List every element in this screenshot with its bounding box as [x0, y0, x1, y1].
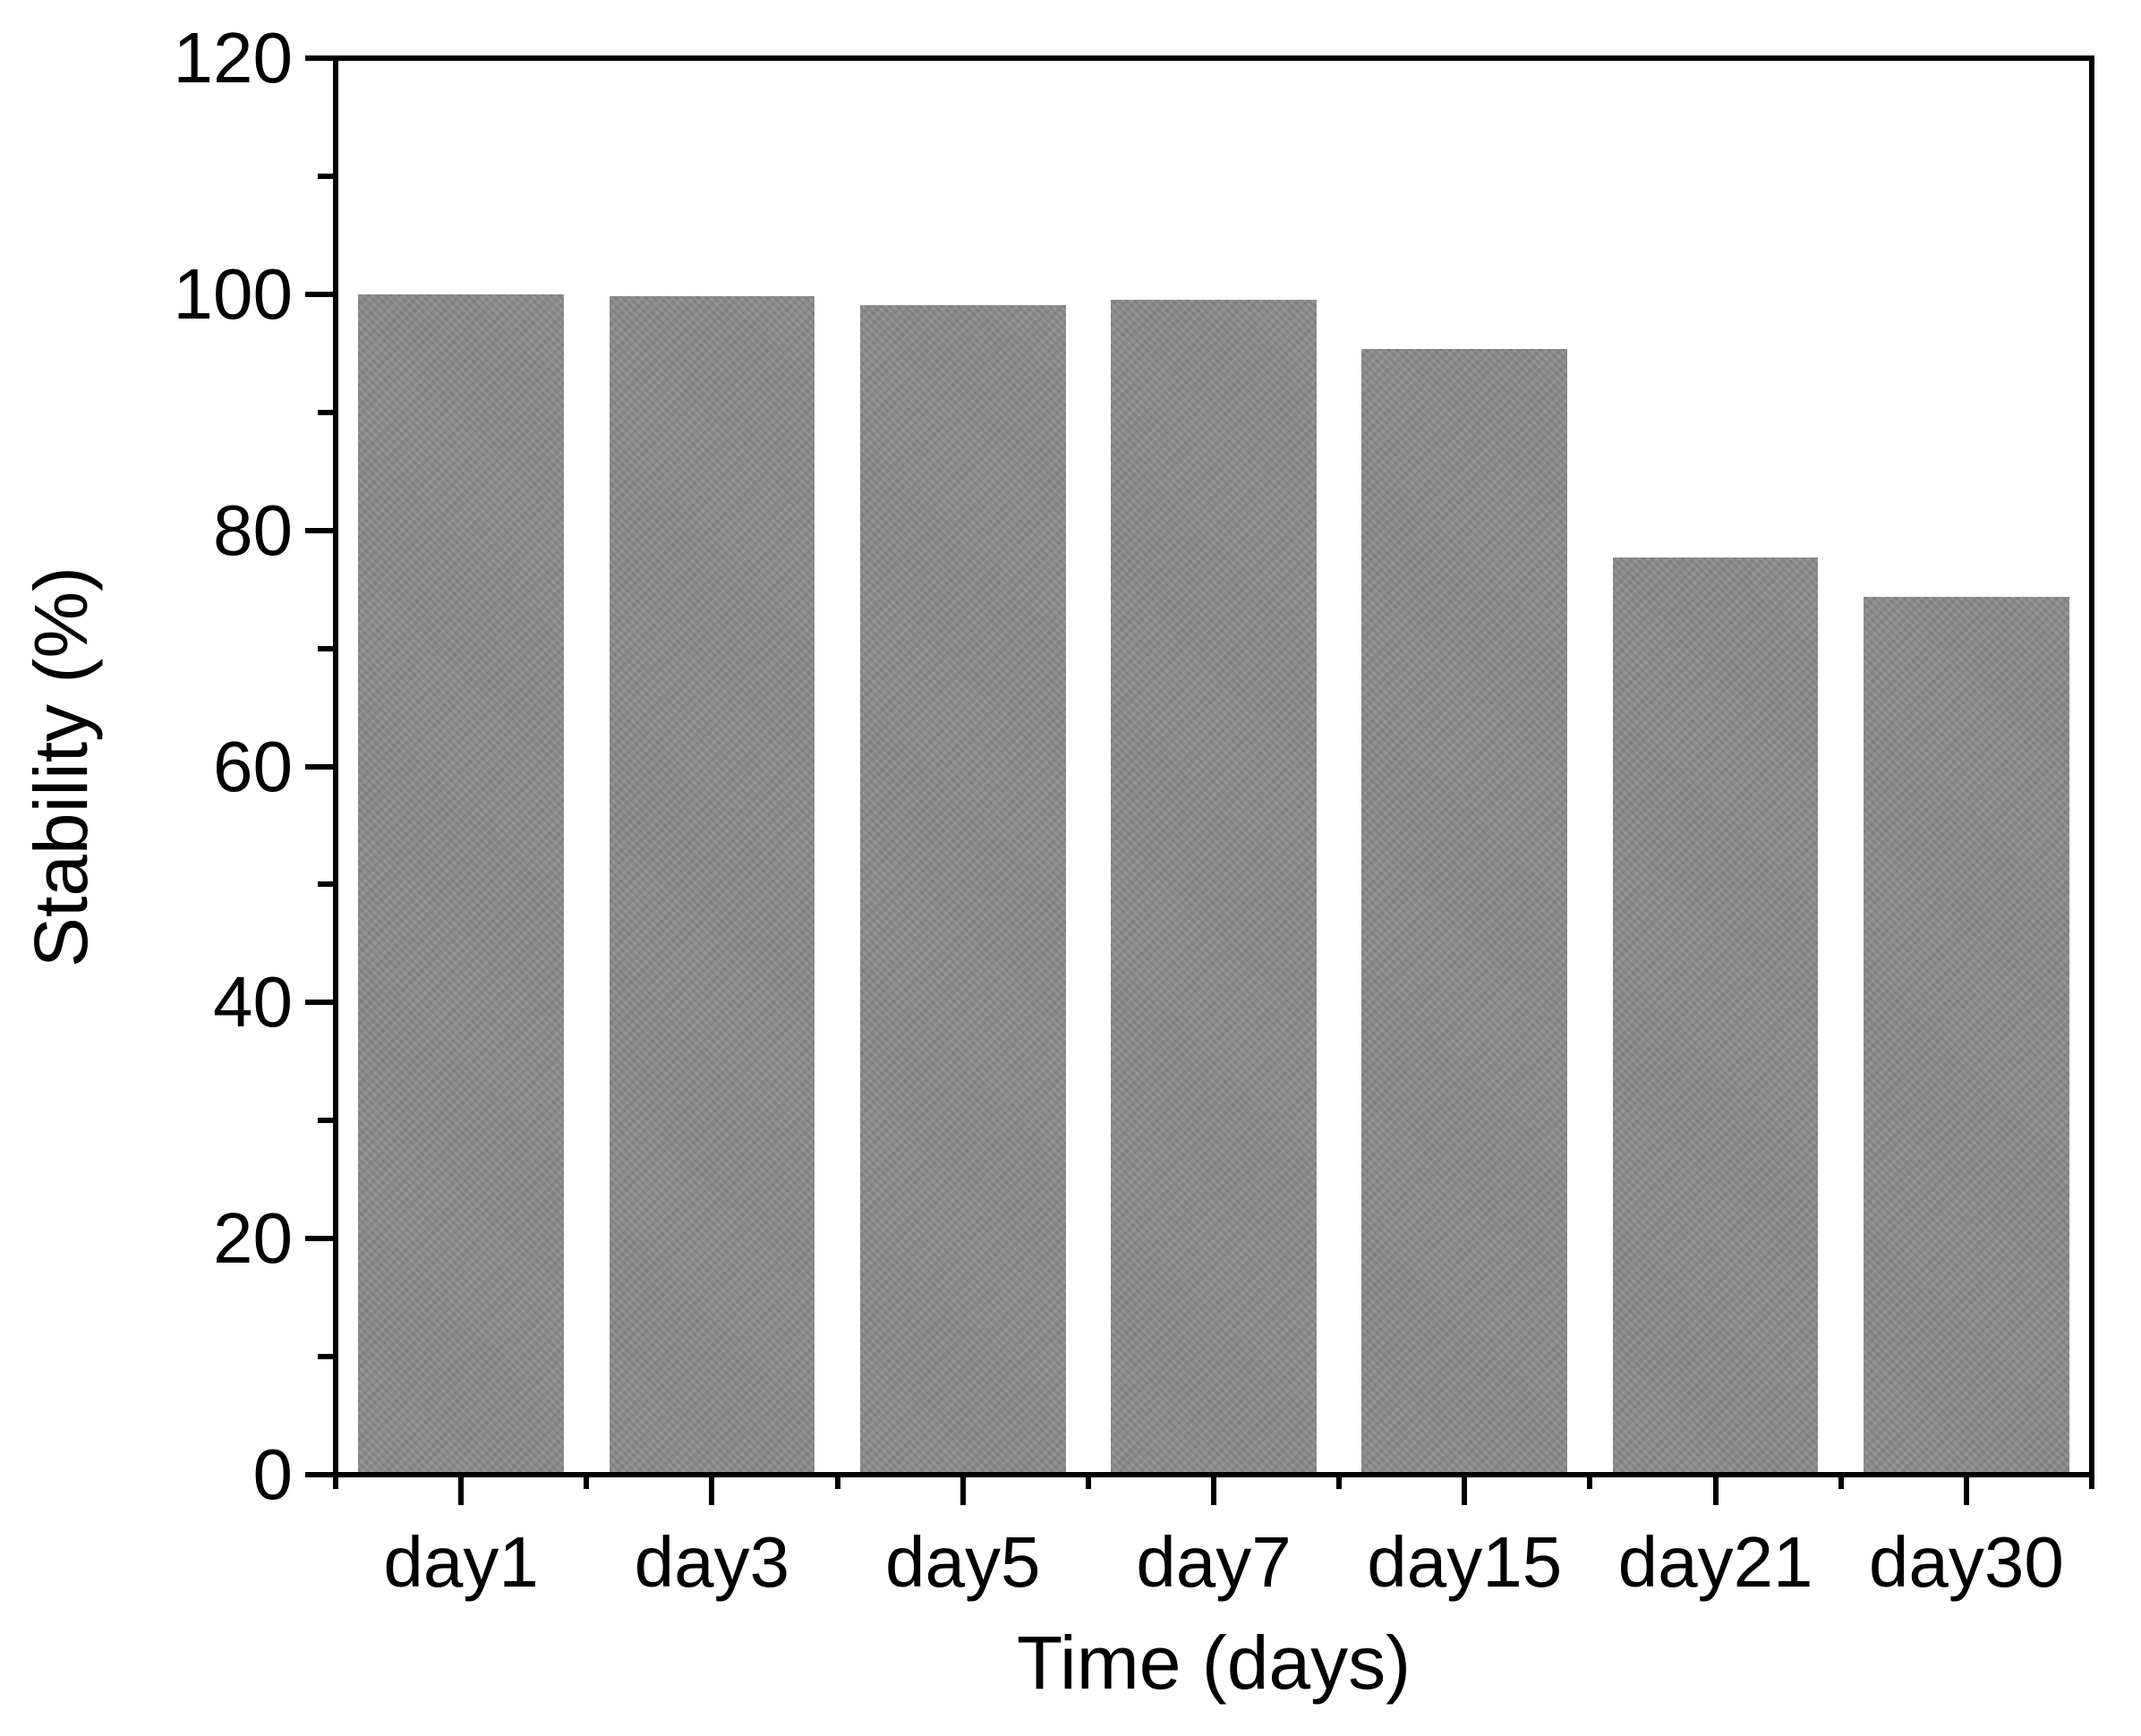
- y-major-tick-40: [305, 1000, 336, 1006]
- y-minor-tick-50: [318, 881, 336, 888]
- bar-day5: [859, 304, 1066, 1475]
- x-tick-label-day7: day7: [1136, 1522, 1292, 1602]
- y-minor-tick-110: [318, 173, 336, 179]
- bar-day21: [1612, 557, 1819, 1475]
- y-minor-tick-90: [318, 409, 336, 415]
- x-minor-tick-3: [1085, 1475, 1091, 1489]
- x-minor-tick-2: [834, 1475, 840, 1489]
- bar-day7: [1111, 300, 1317, 1475]
- bar-day1: [358, 294, 565, 1475]
- y-tick-label-120: 120: [173, 18, 293, 98]
- x-tick-label-day30: day30: [1868, 1522, 2064, 1602]
- bar-day3: [609, 296, 815, 1475]
- y-axis-title: Stability (%): [19, 566, 103, 967]
- y-major-tick-20: [305, 1236, 336, 1242]
- x-minor-tick-7: [2089, 1475, 2094, 1489]
- x-tick-label-day5: day5: [884, 1522, 1041, 1602]
- y-tick-label-60: 60: [213, 726, 293, 806]
- x-minor-tick-5: [1587, 1475, 1593, 1489]
- x-major-tick-day15: [1462, 1475, 1468, 1505]
- x-major-tick-day30: [1963, 1475, 1969, 1505]
- y-tick-label-0: 0: [252, 1434, 294, 1514]
- bar-day30: [1863, 596, 2069, 1475]
- y-minor-tick-70: [318, 645, 336, 651]
- x-tick-label-day21: day21: [1617, 1522, 1813, 1602]
- x-minor-tick-0: [333, 1475, 338, 1489]
- x-minor-tick-6: [1838, 1475, 1844, 1489]
- y-minor-tick-10: [318, 1354, 336, 1360]
- x-major-tick-day1: [458, 1475, 465, 1505]
- x-tick-label-day3: day3: [634, 1522, 790, 1602]
- y-major-tick-80: [305, 527, 336, 533]
- y-tick-label-40: 40: [213, 962, 293, 1042]
- x-major-tick-day7: [1211, 1475, 1216, 1505]
- bar-day15: [1361, 348, 1568, 1475]
- y-minor-tick-30: [318, 1118, 336, 1124]
- x-tick-label-day1: day1: [383, 1522, 539, 1602]
- y-tick-label-100: 100: [173, 253, 293, 334]
- y-major-tick-100: [305, 291, 336, 297]
- y-major-tick-120: [305, 55, 336, 61]
- x-minor-tick-1: [584, 1475, 590, 1489]
- y-tick-label-20: 20: [213, 1198, 293, 1279]
- y-tick-label-80: 80: [213, 489, 293, 570]
- x-axis-title: Time (days): [1016, 1621, 1412, 1705]
- x-major-tick-day3: [709, 1475, 715, 1505]
- x-minor-tick-4: [1336, 1475, 1343, 1489]
- x-major-tick-day5: [960, 1475, 966, 1505]
- y-major-tick-60: [305, 763, 336, 770]
- x-tick-label-day15: day15: [1367, 1522, 1563, 1602]
- y-major-tick-0: [305, 1472, 336, 1477]
- x-major-tick-day21: [1712, 1475, 1719, 1505]
